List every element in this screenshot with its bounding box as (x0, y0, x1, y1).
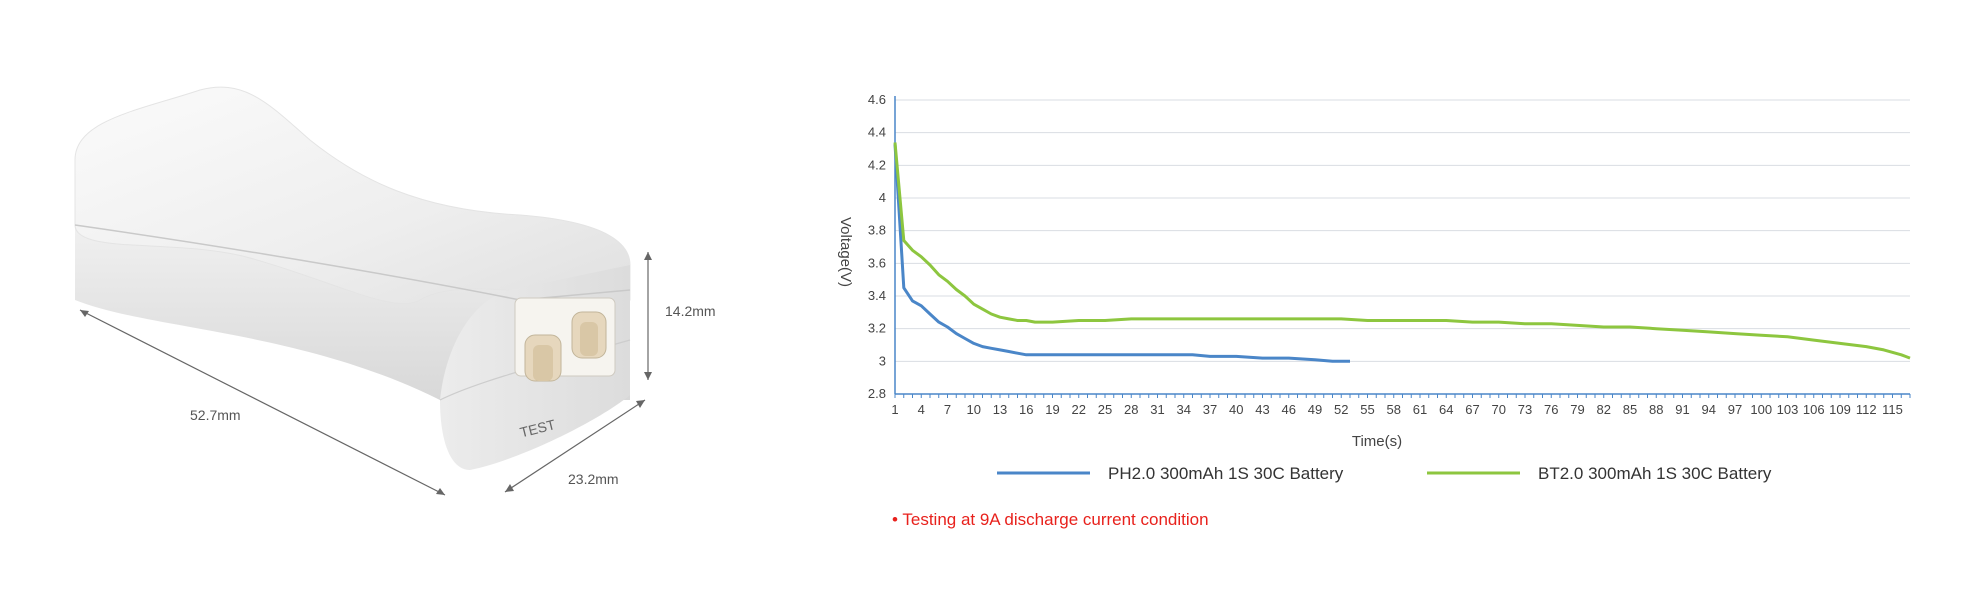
y-tick-label: 3 (879, 353, 886, 368)
series-line-ph (893, 144, 1350, 363)
y-axis-title: Voltage(V) (837, 217, 854, 287)
x-tick-label: 22 (1072, 402, 1086, 417)
battery-top (74, 86, 631, 305)
x-tick-label: 91 (1675, 402, 1689, 417)
x-tick-label: 88 (1649, 402, 1663, 417)
test-condition-note: • Testing at 9A discharge current condit… (892, 510, 1209, 529)
discharge-chart-panel: 2.8 3 3.2 3.4 3.6 3.8 4 4.2 4.4 4.6 1 4 7 10 13 16 19 22… (780, 0, 1980, 605)
x-tick-label: 112 (1856, 402, 1877, 417)
x-tick-label: 97 (1728, 402, 1742, 417)
x-tick-label: 40 (1229, 402, 1243, 417)
y-tick-label: 3.8 (868, 223, 886, 238)
x-tick-label: 106 (1803, 402, 1825, 417)
y-tick-label: 3.4 (868, 288, 886, 303)
legend-label-ph: PH2.0 300mAh 1S 30C Battery (1108, 464, 1344, 483)
y-tick-labels: 2.8 3 3.2 3.4 3.6 3.8 4 4.2 4.4 4.6 (868, 92, 886, 401)
x-tick-label: 43 (1255, 402, 1269, 417)
x-axis-title: Time(s) (1352, 433, 1402, 450)
height-label: 14.2mm (665, 303, 716, 319)
width-label: 23.2mm (568, 471, 619, 487)
axes (894, 96, 1911, 398)
x-tick-label: 37 (1203, 402, 1217, 417)
dimension-width: 23.2mm (504, 399, 646, 493)
y-tick-label: 4.6 (868, 92, 886, 107)
connector-port-icon (514, 297, 616, 382)
dimension-height: 14.2mm (644, 252, 716, 380)
legend: PH2.0 300mAh 1S 30C Battery BT2.0 300mAh… (997, 464, 1772, 483)
y-tick-label: 3.6 (868, 255, 886, 270)
x-tick-label: 82 (1597, 402, 1611, 417)
x-tick-label: 58 (1387, 402, 1401, 417)
x-tick-label: 16 (1019, 402, 1033, 417)
dimension-length: 52.7mm (79, 309, 446, 496)
x-tick-label: 109 (1829, 402, 1851, 417)
x-tick-label: 10 (967, 402, 981, 417)
x-tick-labels: 1 4 7 10 13 16 19 22 25 28 31 34 37 40 43 46 49 52 55 58 61 6… (891, 402, 1902, 417)
y-tick-label: 4.2 (868, 157, 886, 172)
length-label: 52.7mm (190, 407, 241, 423)
x-tick-label: 34 (1177, 402, 1191, 417)
discharge-line-chart: 2.8 3 3.2 3.4 3.6 3.8 4 4.2 4.4 4.6 1 4 7 10 13 16 19 22… (837, 92, 1911, 529)
y-tick-label: 4 (879, 190, 886, 205)
x-tick-label: 70 (1492, 402, 1506, 417)
x-tick-label: 52 (1334, 402, 1348, 417)
x-tick-label: 103 (1777, 402, 1799, 417)
series-lines (893, 142, 1911, 363)
product-image-panel: TEST 52.7mm 14.2mm 23.2mm (0, 0, 780, 605)
x-tick-label: 49 (1308, 402, 1322, 417)
x-tick-label: 4 (918, 402, 925, 417)
x-tick-label: 64 (1439, 402, 1453, 417)
legend-label-bt: BT2.0 300mAh 1S 30C Battery (1538, 464, 1772, 483)
battery-product-illustration: TEST 52.7mm 14.2mm 23.2mm (74, 86, 716, 496)
series-line-bt (893, 142, 1911, 360)
x-tick-label: 13 (993, 402, 1007, 417)
x-tick-label: 94 (1702, 402, 1716, 417)
x-tick-label: 7 (944, 402, 951, 417)
x-tick-label: 31 (1150, 402, 1164, 417)
x-tick-label: 61 (1413, 402, 1427, 417)
x-tick-label: 55 (1360, 402, 1374, 417)
x-tick-label: 100 (1750, 402, 1772, 417)
x-tick-label: 28 (1124, 402, 1138, 417)
y-tick-label: 4.4 (868, 125, 886, 140)
x-tick-label: 73 (1518, 402, 1532, 417)
x-tick-label: 76 (1544, 402, 1558, 417)
x-tick-label: 1 (891, 402, 898, 417)
x-tick-label: 85 (1623, 402, 1637, 417)
y-tick-label: 2.8 (868, 386, 886, 401)
x-tick-label: 79 (1570, 402, 1584, 417)
x-tick-label: 19 (1045, 402, 1059, 417)
x-tick-label: 46 (1282, 402, 1296, 417)
x-tick-label: 115 (1882, 402, 1903, 417)
grid-lines (895, 99, 1910, 362)
x-tick-label: 67 (1465, 402, 1479, 417)
y-tick-label: 3.2 (868, 321, 886, 336)
x-tick-label: 25 (1098, 402, 1112, 417)
